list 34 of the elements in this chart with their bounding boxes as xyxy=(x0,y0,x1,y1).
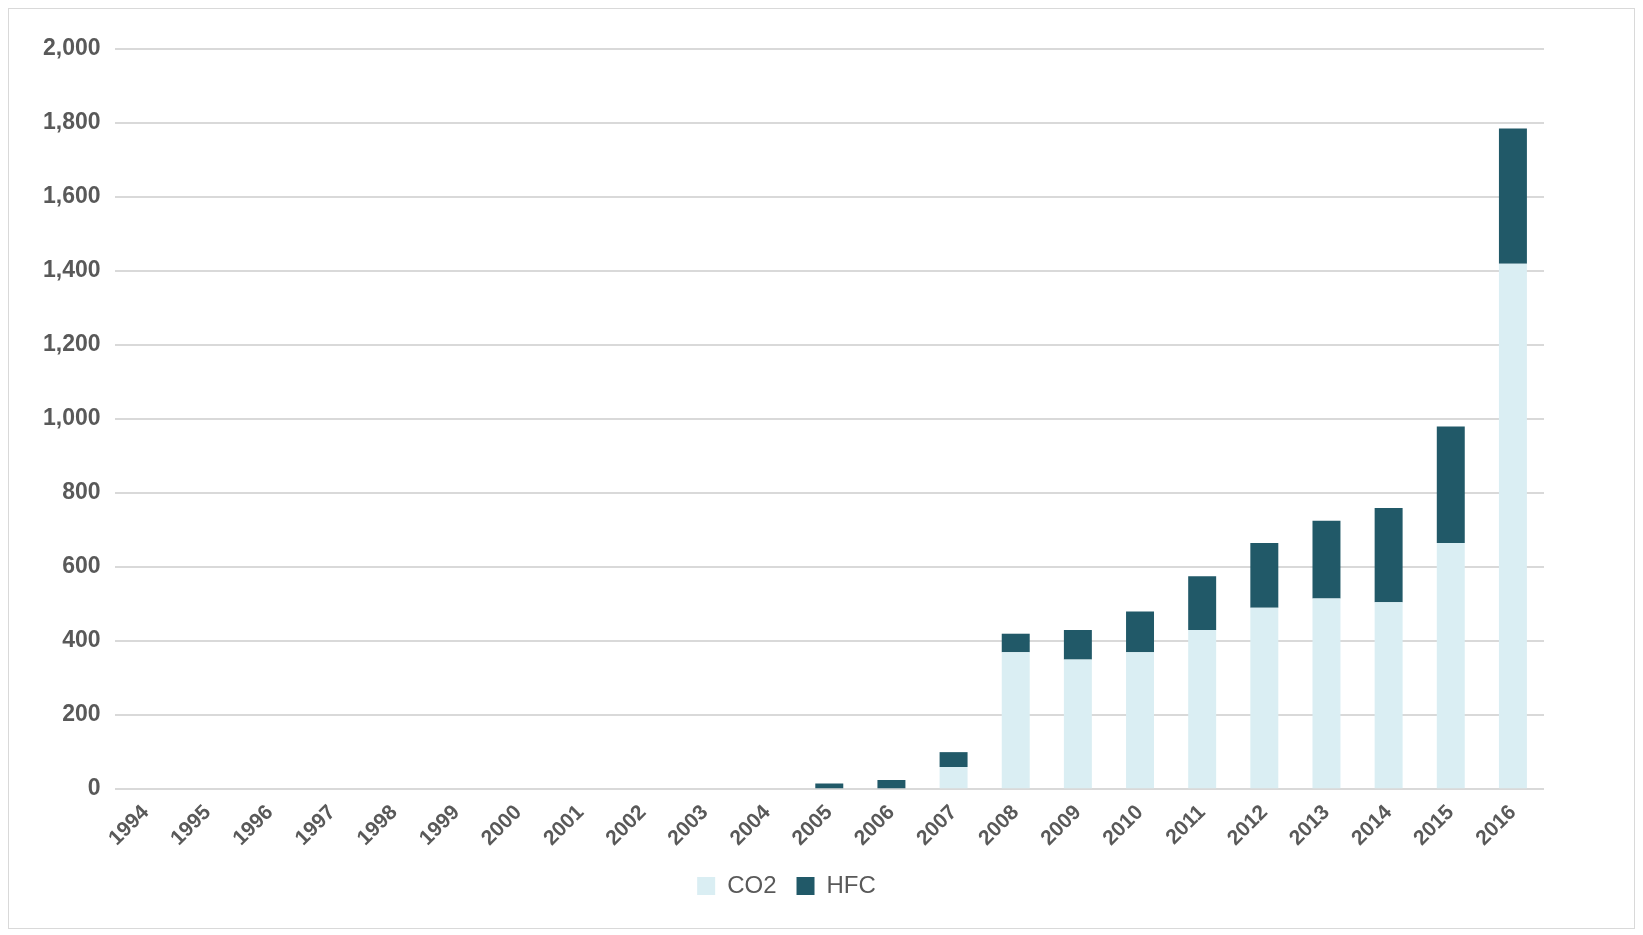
bar xyxy=(1188,576,1217,631)
y-tick-label: 0 xyxy=(87,774,101,801)
bar xyxy=(1188,630,1217,789)
bar xyxy=(939,752,968,767)
bar xyxy=(1374,507,1403,603)
bar xyxy=(1001,633,1030,653)
bar xyxy=(1063,630,1092,660)
bar xyxy=(1436,426,1465,544)
y-tick-label: 1,400 xyxy=(42,256,101,283)
bar xyxy=(1250,543,1279,608)
bar xyxy=(877,779,906,789)
y-tick-label: 1,000 xyxy=(42,404,101,431)
bar xyxy=(1126,611,1155,653)
y-tick-label: 800 xyxy=(62,478,101,505)
y-tick-label: 1,600 xyxy=(42,182,101,209)
bar xyxy=(1498,128,1527,264)
bar xyxy=(1312,598,1341,789)
bar xyxy=(1498,263,1527,789)
bar xyxy=(1126,652,1155,789)
bar xyxy=(939,766,968,789)
bar xyxy=(1250,607,1279,789)
bar xyxy=(1312,520,1341,599)
y-tick-label: 2,000 xyxy=(42,34,101,61)
y-tick-label: 1,200 xyxy=(42,330,101,357)
legend-label: HFC xyxy=(826,870,876,898)
y-tick-label: 400 xyxy=(62,626,101,653)
y-tick-label: 200 xyxy=(62,700,101,727)
bar xyxy=(1436,543,1465,789)
y-tick-label: 600 xyxy=(62,552,101,579)
bar xyxy=(1063,659,1092,789)
y-tick-label: 1,800 xyxy=(42,108,101,135)
bar xyxy=(1001,652,1030,789)
bar xyxy=(1374,602,1403,789)
legend-label: CO2 xyxy=(727,870,777,898)
